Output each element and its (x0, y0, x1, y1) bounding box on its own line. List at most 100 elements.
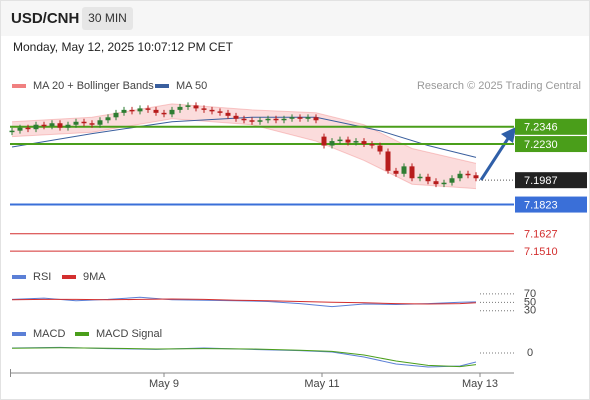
candle-body (337, 139, 343, 142)
candle-body (193, 105, 199, 109)
legend-swatch (12, 84, 26, 88)
candle-body (129, 109, 135, 112)
candle-body (377, 145, 383, 152)
candle-body (401, 166, 407, 174)
candle-body (425, 176, 431, 182)
candle-body (217, 111, 223, 113)
candle-body (81, 121, 87, 124)
interval: 30 MIN (88, 11, 127, 25)
legend-label: MA 20 + Bollinger Bands (33, 80, 154, 92)
candle-body (177, 106, 183, 110)
level-box (515, 196, 587, 213)
candle-body (361, 141, 367, 145)
legend-label: MACD Signal (96, 328, 162, 340)
bollinger-band (12, 103, 476, 189)
legend-label: MA 50 (176, 80, 207, 92)
level-label: 7.1627 (524, 229, 558, 241)
candle-body (17, 127, 23, 131)
credit: Research © 2025 Trading Central (417, 80, 581, 92)
candle-body (65, 124, 71, 128)
candle-body (9, 130, 15, 133)
candle-body (153, 109, 159, 113)
last-price-box (515, 172, 587, 189)
candle-body (57, 123, 63, 128)
legend-swatch (155, 84, 169, 88)
candle-body (321, 136, 327, 146)
legend-swatch (12, 332, 26, 336)
candle-body (33, 124, 39, 130)
level-box (515, 118, 587, 135)
legend-label: MACD (33, 328, 65, 340)
candle-body (201, 108, 207, 110)
candle-body (409, 166, 415, 179)
level-label: 7.2346 (524, 122, 558, 134)
candle-body (169, 109, 175, 115)
candle-body (137, 108, 143, 112)
y-tick-label: 50 (524, 296, 536, 308)
candle-body (145, 108, 151, 110)
candle-body (289, 117, 295, 119)
candle-body (473, 175, 479, 179)
candle-body (73, 121, 79, 125)
candle-body (305, 117, 311, 119)
level-label: 7.1823 (524, 199, 558, 211)
y-tick-label: 30 (524, 305, 536, 317)
candle-body (297, 117, 303, 119)
forecast-arrowhead (501, 127, 516, 143)
candle-body (393, 170, 399, 174)
candle-body (441, 182, 447, 185)
candle-body (25, 127, 31, 130)
candle-body (433, 181, 439, 185)
indicator-line (11, 347, 477, 368)
x-tick-label: May 13 (462, 378, 498, 390)
candle-body (185, 105, 191, 107)
candle-body (281, 118, 287, 121)
candle-body (345, 139, 351, 143)
candle-body (457, 173, 463, 179)
candle-body (273, 118, 279, 121)
candle-body (113, 112, 119, 118)
candle-body (265, 118, 271, 121)
x-tick-label: May 11 (304, 378, 339, 390)
bollinger-lower (11, 118, 477, 190)
candle-body (41, 124, 47, 127)
candle-body (313, 117, 319, 121)
level-box (515, 136, 587, 153)
candle-body (257, 120, 263, 122)
level-label: 7.1510 (524, 246, 558, 258)
legend-swatch (62, 275, 76, 279)
candle-body (385, 151, 391, 171)
legend-swatch (75, 332, 89, 336)
candle-body (97, 120, 103, 125)
level-label: 7.2230 (524, 139, 558, 151)
y-tick-label: 70 (524, 288, 536, 300)
x-tick-label: May 9 (149, 378, 179, 390)
candle-body (89, 123, 95, 125)
candle-body (249, 120, 255, 122)
candle-body (465, 173, 471, 176)
candle-body (369, 144, 375, 146)
candle-body (161, 112, 167, 115)
candle-body (353, 141, 359, 143)
candle-body (449, 178, 455, 183)
candle-body (329, 141, 335, 146)
y-tick-label: 0 (527, 347, 533, 359)
legend-label: RSI (33, 271, 51, 283)
candle-body (121, 109, 127, 113)
candle-body (241, 118, 247, 121)
interval-box (82, 7, 133, 30)
candle-body (49, 123, 55, 127)
datetime: Monday, May 12, 2025 10:07:12 PM CET (13, 40, 234, 54)
legend-swatch (12, 275, 26, 279)
candle-body (209, 109, 215, 112)
indicator-line (11, 298, 477, 305)
last-price-label: 7.1987 (524, 175, 558, 187)
legend-label: 9MA (83, 271, 106, 283)
candle-body (233, 115, 239, 119)
symbol: USD/CNH (11, 10, 79, 27)
candle-body (225, 112, 231, 116)
candle-body (417, 176, 423, 179)
candle-body (105, 117, 111, 121)
